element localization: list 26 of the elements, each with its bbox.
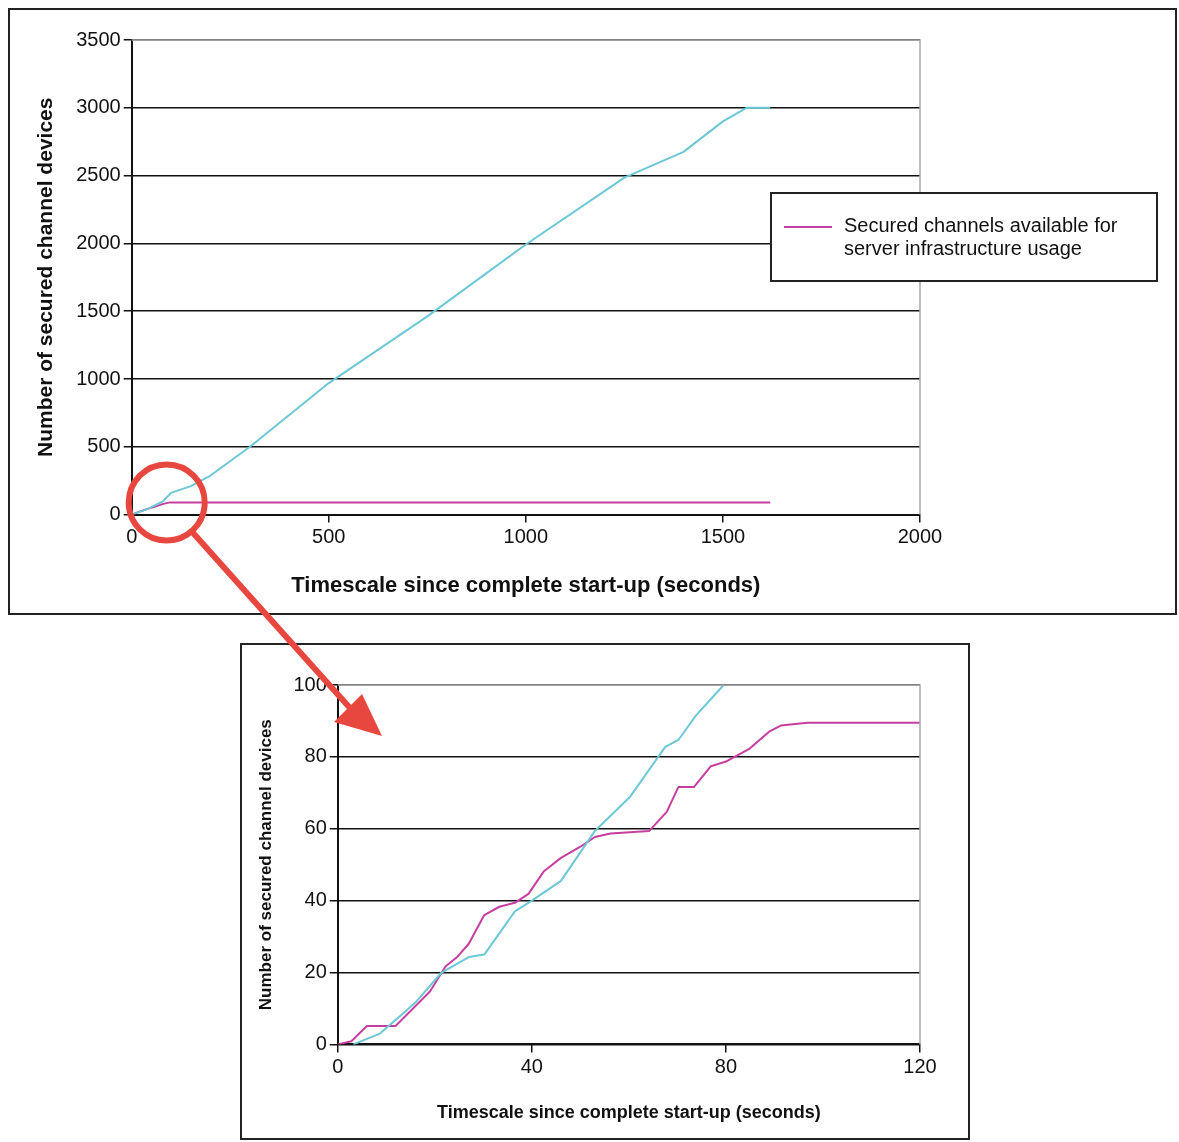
x-tick-label: 1500 — [700, 525, 746, 548]
y-tick-label: 60 — [304, 816, 327, 839]
x-axis-title: Timescale since complete start-up (seconds) — [291, 571, 761, 597]
x-tick-label: 80 — [714, 1054, 738, 1077]
y-tick-label: 3000 — [76, 95, 121, 118]
y-axis-title: Number of secured channel devices — [255, 719, 275, 1011]
y-tick-label: 1500 — [76, 298, 121, 321]
x-tick-label: 0 — [332, 1054, 344, 1077]
y-tick-label: 2500 — [76, 163, 121, 186]
y-tick-label: 1000 — [76, 366, 121, 389]
legend-label: Secured channels available for server infrastructure usage — [844, 213, 1119, 260]
x-tick-label: 0 — [126, 525, 138, 548]
y-tick-label: 20 — [304, 960, 327, 983]
y-tick-label: 0 — [109, 502, 121, 525]
x-tick-label: 1000 — [503, 525, 549, 548]
y-axis-title: Number of secured channel devices — [33, 97, 57, 458]
x-tick-label: 2000 — [897, 525, 943, 548]
y-tick-label: 0 — [315, 1031, 327, 1054]
x-tick-label: 40 — [520, 1054, 543, 1077]
y-tick-label: 40 — [304, 888, 327, 911]
y-tick-label: 3500 — [76, 27, 121, 50]
x-axis-title: Timescale since complete start-up (seconds) — [436, 1102, 821, 1123]
y-tick-label: 80 — [304, 744, 327, 767]
y-tick-label: 2000 — [76, 230, 121, 253]
y-tick-label: 500 — [87, 434, 121, 457]
x-tick-label: 120 — [903, 1054, 937, 1077]
